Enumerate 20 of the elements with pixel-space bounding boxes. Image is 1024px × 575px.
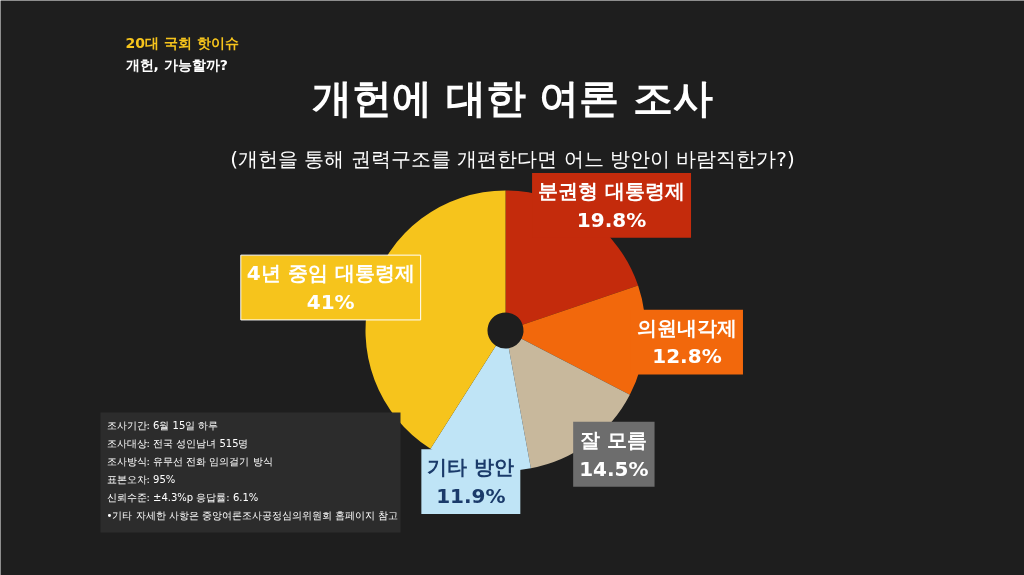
slice-label: 분권형 대통령제 [538, 178, 686, 203]
data-label: 14.5% [579, 456, 649, 481]
text: 신뢰수준: ±4.3%p 응답률: 6.1% [106, 491, 259, 503]
slice-label: 의원내각제 [636, 315, 737, 340]
chart-subtitle: (개헌을 통해 권력구조를 개편한다면 어느 방안이 바람직한가?) [230, 146, 795, 171]
text: 조사기간: 6월 15일 하루 [106, 419, 219, 431]
text: •기타 자세한 사항은 중앙여론조사공정심의위원회 홈페이지 참고 [106, 509, 399, 521]
data-label: 41% [306, 289, 355, 314]
text: 조사방식: 유무선 전화 임의걸기 방식 [106, 455, 273, 467]
slice-label: 4년 중임 대통령제 [246, 261, 415, 286]
text: 조사대상: 전국 성인남녀 515명 [106, 437, 249, 449]
chart-title: 개헌에 대한 여론 조사 [311, 74, 714, 121]
text: 개헌, 가능할까? [125, 56, 228, 73]
slice-label: 기타 방안 [427, 455, 515, 480]
data-label: 12.8% [652, 344, 722, 369]
text: 표본오차: 95% [106, 473, 176, 485]
text: 20대 국회 핫이슈 [125, 34, 239, 51]
data-label: 19.8% [576, 207, 647, 232]
data-label: 11.9% [436, 484, 506, 509]
slice-label: 잘 모름 [580, 427, 648, 452]
